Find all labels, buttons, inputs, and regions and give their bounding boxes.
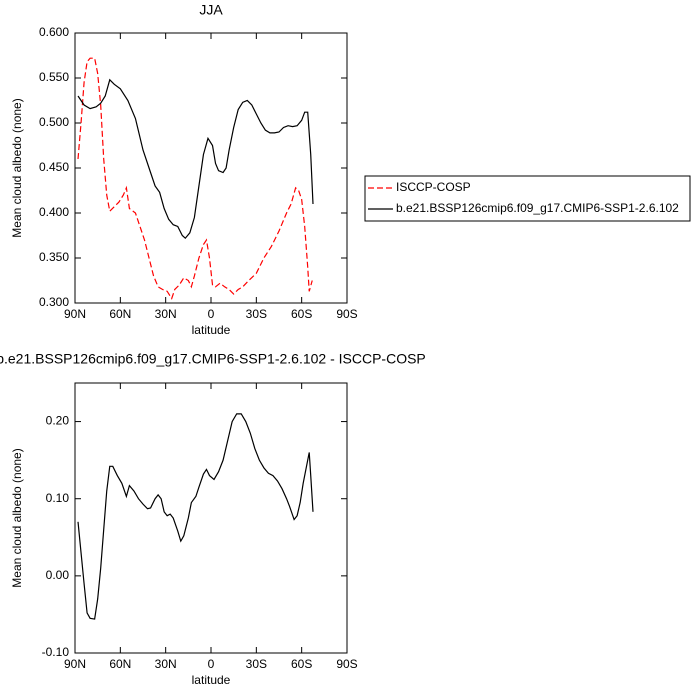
x-tick-label: 90N xyxy=(64,657,86,671)
y-tick-label: 0.600 xyxy=(39,25,69,39)
y-tick-label: 0.550 xyxy=(39,70,69,84)
y-tick-label: 0.450 xyxy=(39,160,69,174)
chart-title: JJA xyxy=(199,2,223,18)
data-line xyxy=(77,413,314,620)
y-tick-label: 0.400 xyxy=(39,205,69,219)
y-tick-label: 0.00 xyxy=(46,568,70,582)
plot-frame xyxy=(74,382,348,654)
x-tick-label: 30N xyxy=(155,307,177,321)
chart-title: b.e21.BSSP126cmip6.f09_g17.CMIP6-SSP1-2.… xyxy=(0,351,426,367)
y-axis-label: Mean cloud albedo (none) xyxy=(10,98,24,237)
legend-label: ISCCP-COSP xyxy=(396,180,471,194)
legend-box xyxy=(364,175,691,222)
x-tick-label: 90S xyxy=(336,657,357,671)
x-tick-label: 90S xyxy=(336,307,357,321)
y-axis-label: Mean cloud albedo (none) xyxy=(10,448,24,587)
data-line xyxy=(77,57,313,300)
legend-label: b.e21.BSSP126cmip6.f09_g17.CMIP6-SSP1-2.… xyxy=(396,201,679,215)
y-tick-label: 0.300 xyxy=(39,295,69,309)
x-axis-label: latitude xyxy=(192,323,231,337)
y-tick-label: 0.20 xyxy=(46,414,70,428)
x-tick-label: 90N xyxy=(64,307,86,321)
x-tick-label: 30S xyxy=(246,657,267,671)
x-tick-label: 60S xyxy=(291,657,312,671)
x-axis-label: latitude xyxy=(192,673,231,687)
y-tick-label: 0.10 xyxy=(46,491,70,505)
x-tick-label: 0 xyxy=(208,657,215,671)
plot-frame xyxy=(74,32,348,304)
x-tick-label: 60N xyxy=(109,657,131,671)
y-tick-label: 0.500 xyxy=(39,115,69,129)
x-tick-label: 30S xyxy=(246,307,267,321)
x-tick-label: 60N xyxy=(109,307,131,321)
data-line xyxy=(77,78,314,240)
y-tick-label: -0.10 xyxy=(42,645,70,659)
x-tick-label: 60S xyxy=(291,307,312,321)
y-tick-label: 0.350 xyxy=(39,250,69,264)
x-tick-label: 30N xyxy=(155,657,177,671)
x-tick-label: 0 xyxy=(208,307,215,321)
